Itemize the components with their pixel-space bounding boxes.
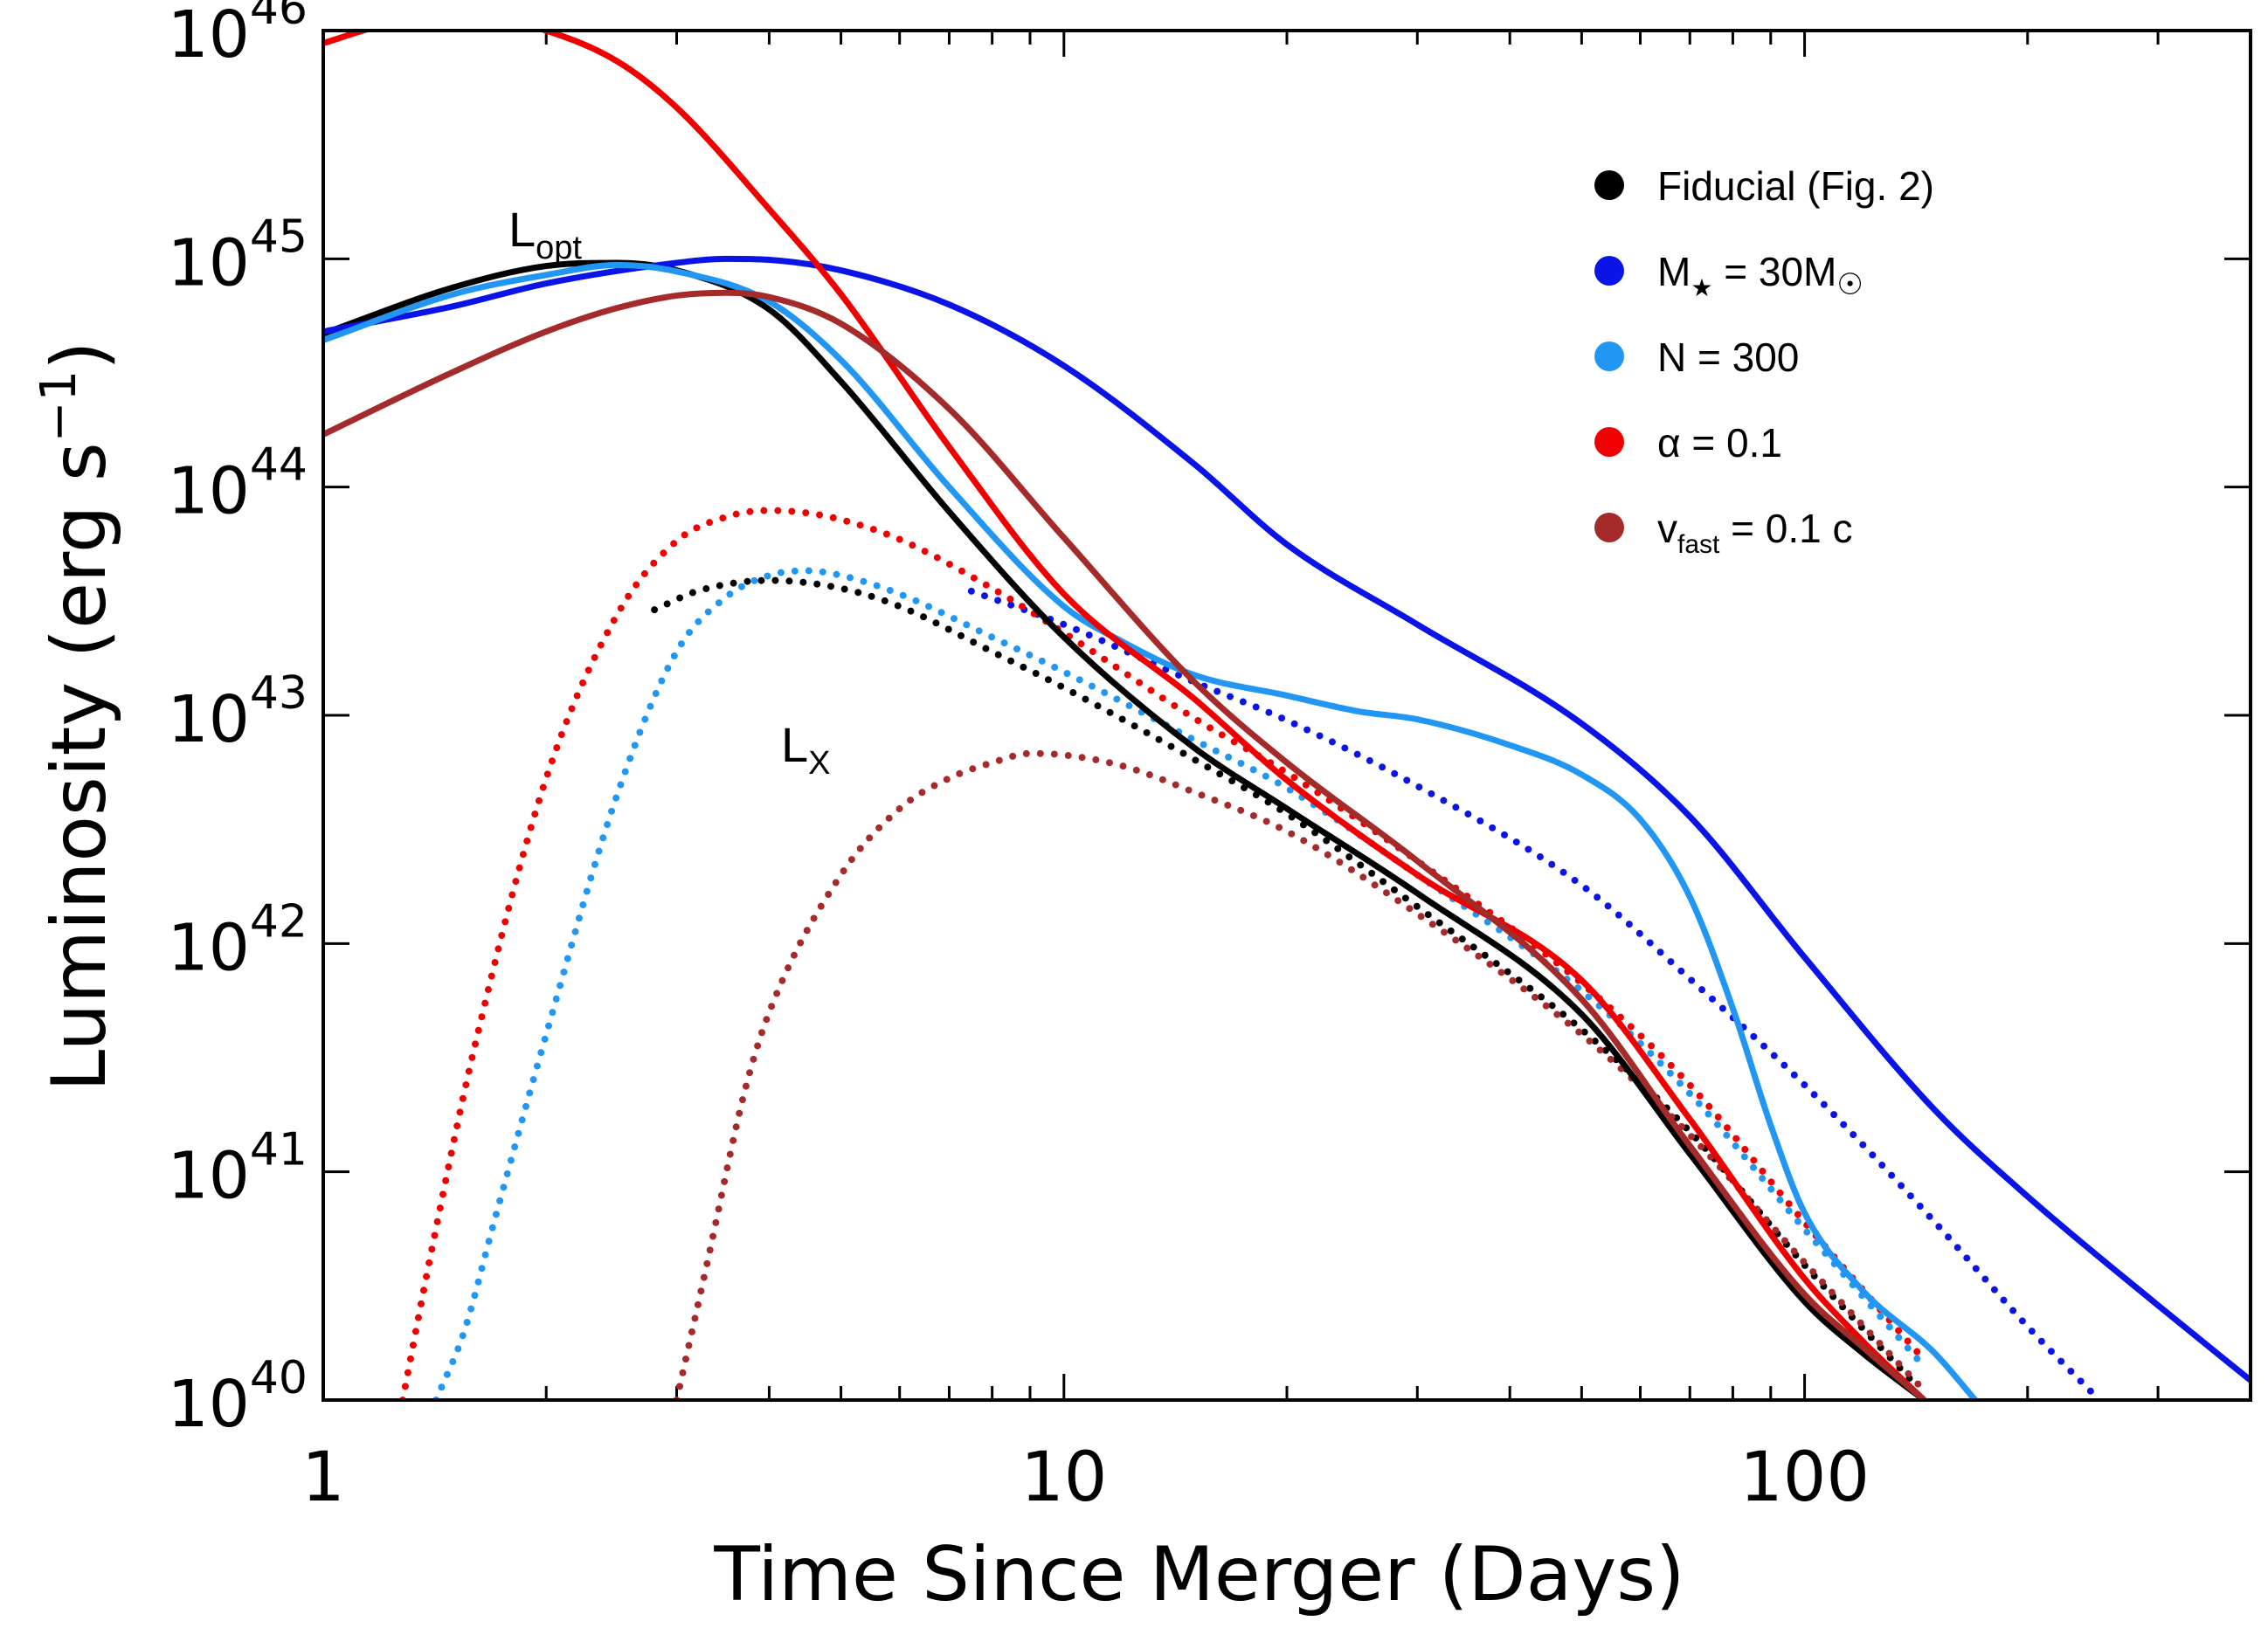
plot-series — [323, 31, 2251, 1400]
series-vfast-lx — [673, 749, 1928, 1400]
y-tick-label: 1046 — [168, 0, 308, 72]
series-mstar-lx — [967, 587, 2103, 1400]
legend-marker-mstar — [1594, 256, 1624, 286]
x-tick-label: 100 — [1739, 1438, 1870, 1517]
legend-marker-vfast — [1594, 513, 1624, 542]
x-tick-label: 1 — [301, 1438, 345, 1517]
y-tick-label: 1043 — [168, 667, 308, 757]
plot-frame — [322, 29, 2252, 1402]
y-tick-label: 1040 — [168, 1352, 308, 1442]
legend-label-alpha: α = 0.1 — [1657, 420, 1782, 466]
series-fiducial-lx — [651, 576, 1917, 1386]
annotation-l-opt: Lopt — [508, 202, 582, 266]
x-axis-label: Time Since Merger (Days) — [713, 1531, 1684, 1618]
series-alpha-lopt — [323, 31, 1926, 1400]
tick-labels: 1 10 100 1040 1041 1042 1043 1044 1045 1046 — [168, 0, 1870, 1517]
annotation-l-x: LX — [781, 717, 831, 782]
y-tick-label: 1044 — [168, 439, 308, 529]
series-vfast-lopt — [323, 289, 1926, 1400]
y-axis-label: Luminosity (erg s−1) — [31, 341, 123, 1092]
axis-ticks — [322, 29, 2252, 1402]
legend-label-mstar: M★ = 30M☉ — [1657, 249, 1863, 301]
series-mstar-lopt — [323, 255, 2251, 1383]
legend-label-vfast: vfast = 0.1 c — [1657, 506, 1853, 559]
legend-label-fiducial: Fiducial (Fig. 2) — [1657, 163, 1934, 209]
series-n300-lopt — [323, 261, 1978, 1400]
legend-marker-n300 — [1594, 341, 1624, 371]
series-n300-lx — [432, 567, 1928, 1400]
y-tick-label: 1041 — [168, 1124, 308, 1214]
series-alpha-lx — [398, 507, 1928, 1400]
legend: Fiducial (Fig. 2) M★ = 30M☉ N = 300 α = 0.1… — [1594, 163, 1934, 559]
x-tick-label: 10 — [1020, 1438, 1107, 1517]
y-tick-label: 1042 — [168, 895, 308, 985]
legend-marker-fiducial — [1594, 170, 1624, 200]
legend-label-n300: N = 300 — [1657, 335, 1799, 380]
y-tick-label: 1045 — [168, 210, 308, 300]
legend-marker-alpha — [1594, 427, 1624, 457]
